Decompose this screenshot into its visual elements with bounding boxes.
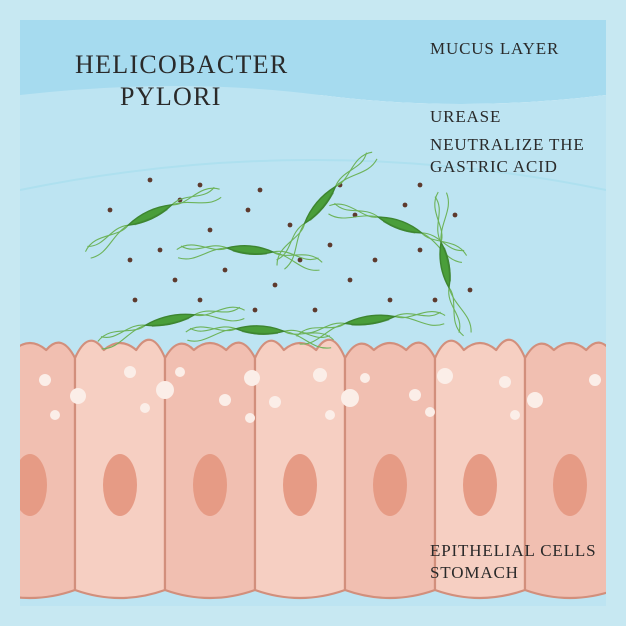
cell-nucleus bbox=[373, 454, 407, 516]
cell-vesicle bbox=[175, 367, 185, 377]
urease-dot bbox=[388, 298, 393, 303]
cell-vesicle bbox=[219, 394, 231, 406]
urease-dot bbox=[108, 208, 113, 213]
urease-dot bbox=[433, 298, 438, 303]
cell-vesicle bbox=[269, 396, 281, 408]
cell-vesicle bbox=[156, 381, 174, 399]
urease-dot bbox=[373, 258, 378, 263]
title-line1: HELICOBACTER bbox=[75, 48, 288, 82]
cell-vesicle bbox=[70, 388, 86, 404]
urease-dot bbox=[348, 278, 353, 283]
cell-vesicle bbox=[527, 392, 543, 408]
urease-dot bbox=[198, 183, 203, 188]
urease-dot bbox=[418, 248, 423, 253]
cell-vesicle bbox=[124, 366, 136, 378]
cell-nucleus bbox=[193, 454, 227, 516]
urease-dot bbox=[148, 178, 153, 183]
urease-dot bbox=[246, 208, 251, 213]
urease-dot bbox=[253, 308, 258, 313]
urease-dot bbox=[468, 288, 473, 293]
title-line2: PYLORI bbox=[120, 80, 222, 114]
diagram-root: HELICOBACTER PYLORI MUCUS LAYER UREASE N… bbox=[0, 0, 626, 626]
cell-vesicle bbox=[409, 389, 421, 401]
cell-vesicle bbox=[589, 374, 601, 386]
cell-vesicle bbox=[245, 413, 255, 423]
label-urease: UREASE bbox=[430, 106, 501, 128]
label-mucus-layer: MUCUS LAYER bbox=[430, 38, 559, 60]
urease-dot bbox=[258, 188, 263, 193]
urease-dot bbox=[128, 258, 133, 263]
urease-dot bbox=[173, 278, 178, 283]
urease-dot bbox=[328, 243, 333, 248]
cell-vesicle bbox=[313, 368, 327, 382]
label-neutralize: NEUTRALIZE THE GASTRIC ACID bbox=[430, 134, 585, 178]
cell-vesicle bbox=[325, 410, 335, 420]
urease-dot bbox=[223, 268, 228, 273]
cell-vesicle bbox=[425, 407, 435, 417]
urease-dot bbox=[208, 228, 213, 233]
urease-dot bbox=[403, 203, 408, 208]
cell-nucleus bbox=[283, 454, 317, 516]
cell-nucleus bbox=[553, 454, 587, 516]
cell-vesicle bbox=[140, 403, 150, 413]
cell-vesicle bbox=[437, 368, 453, 384]
cell-vesicle bbox=[244, 370, 260, 386]
label-epithelial: EPITHELIAL CELLS STOMACH bbox=[430, 540, 596, 584]
cell-vesicle bbox=[50, 410, 60, 420]
urease-dot bbox=[418, 183, 423, 188]
cell-vesicle bbox=[39, 374, 51, 386]
urease-dot bbox=[288, 223, 293, 228]
urease-dot bbox=[273, 283, 278, 288]
cell-nucleus bbox=[463, 454, 497, 516]
urease-dot bbox=[313, 308, 318, 313]
urease-dot bbox=[133, 298, 138, 303]
urease-dot bbox=[453, 213, 458, 218]
cell-vesicle bbox=[499, 376, 511, 388]
urease-dot bbox=[158, 248, 163, 253]
cell-vesicle bbox=[341, 389, 359, 407]
cell-nucleus bbox=[103, 454, 137, 516]
cell-vesicle bbox=[360, 373, 370, 383]
diagram-svg bbox=[0, 0, 626, 626]
urease-dot bbox=[198, 298, 203, 303]
cell-vesicle bbox=[510, 410, 520, 420]
